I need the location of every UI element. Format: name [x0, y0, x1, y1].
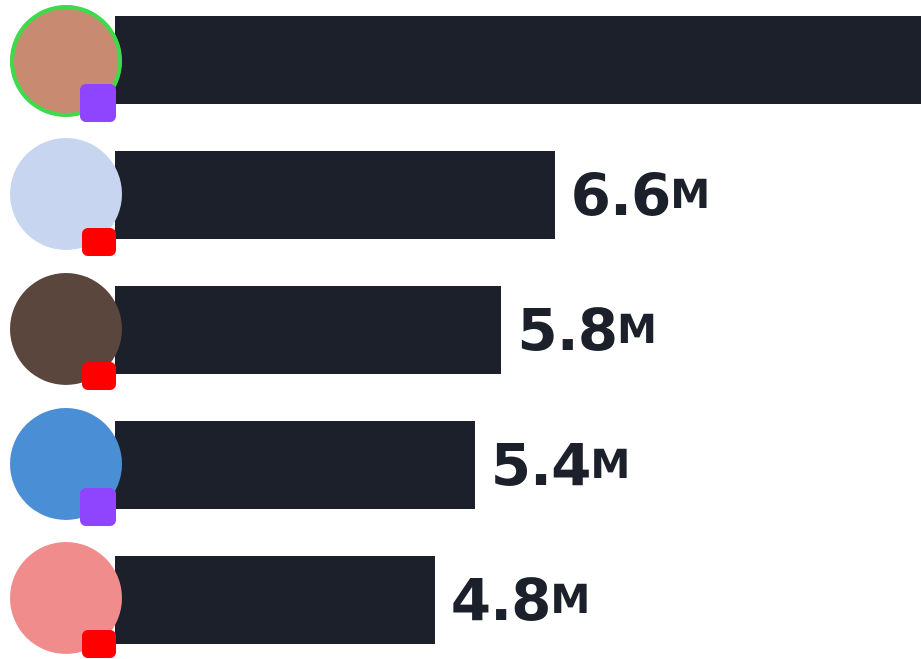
bar — [115, 286, 501, 374]
twitch-icon — [80, 84, 116, 122]
bar — [115, 16, 921, 104]
bar — [115, 556, 435, 644]
bar — [115, 421, 475, 509]
youtube-icon — [82, 228, 116, 256]
bar — [115, 151, 555, 239]
youtube-icon — [82, 630, 116, 658]
twitch-icon — [80, 488, 116, 526]
youtube-icon — [82, 362, 116, 390]
chart: 4.8MMiko Ch. さくらみこ5.4M서새봄냥5.8MValkyrae6.… — [0, 0, 921, 659]
